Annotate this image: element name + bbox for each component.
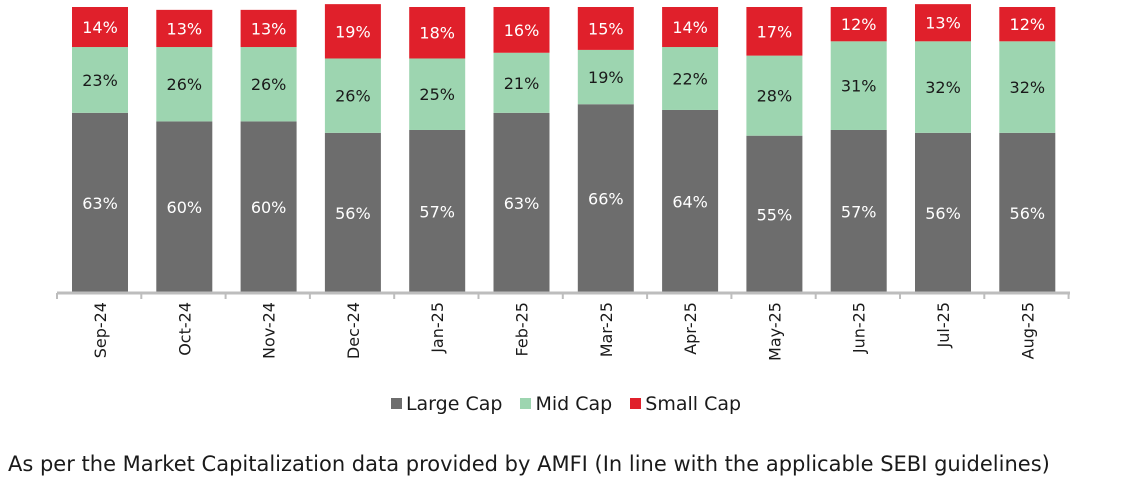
bars-layer: 63% 23% 14% 60% 26% 13% 60% 26% 13% 56% 26% 19% 57% 2… — [72, 4, 1056, 294]
data-label-large-cap-sep-24: 63% — [82, 194, 118, 213]
bar-large-cap-nov-24 — [240, 121, 297, 294]
data-label-small-cap-may-25: 17% — [757, 22, 793, 41]
data-label-small-cap-apr-25: 14% — [672, 18, 708, 37]
bar-small-cap-oct-24 — [156, 9, 213, 48]
data-label-mid-cap-feb-25: 21% — [504, 74, 540, 93]
data-label-mid-cap-mar-25: 19% — [588, 68, 624, 87]
data-label-large-cap-jun-25: 57% — [841, 202, 877, 221]
bar-large-cap-mar-25 — [577, 104, 634, 294]
data-label-small-cap-jan-25: 18% — [419, 24, 455, 43]
data-label-small-cap-jun-25: 12% — [841, 15, 877, 34]
bar-large-cap-oct-24 — [156, 121, 213, 294]
data-label-large-cap-jan-25: 57% — [419, 202, 455, 221]
x-tick-label-feb-25: Feb-25 — [513, 302, 532, 356]
x-tick-label-sep-24: Sep-24 — [91, 302, 110, 358]
data-label-large-cap-nov-24: 60% — [251, 198, 287, 217]
bar-mid-cap-jul-25 — [915, 41, 971, 133]
data-label-small-cap-dec-24: 19% — [335, 22, 371, 41]
bar-large-cap-dec-24 — [324, 132, 381, 293]
bar-mid-cap-jun-25 — [830, 41, 887, 130]
x-tick-label-apr-25: Apr-25 — [681, 302, 700, 355]
legend-item-mid-cap: Mid Cap — [520, 393, 612, 415]
legend-item-small-cap: Small Cap — [630, 393, 741, 415]
legend-item-large-cap: Large Cap — [390, 392, 503, 415]
bar-mid-cap-oct-24 — [156, 47, 213, 122]
x-tick-label-nov-24: Nov-24 — [260, 302, 279, 359]
data-label-large-cap-may-25: 55% — [757, 205, 793, 224]
footnote: As per the Market Capitalization data pr… — [8, 452, 1050, 476]
bar-small-cap-may-25 — [746, 7, 803, 56]
bar-mid-cap-jan-25 — [409, 58, 466, 130]
bar-small-cap-aug-25 — [999, 7, 1056, 42]
data-label-small-cap-feb-25: 16% — [504, 21, 540, 40]
bar-large-cap-aug-25 — [999, 132, 1056, 293]
data-label-mid-cap-nov-24: 26% — [251, 75, 287, 94]
x-tick-label-jan-25: Jan-25 — [428, 302, 447, 354]
data-label-large-cap-jul-25: 56% — [925, 204, 961, 223]
x-tick-label-may-25: May-25 — [765, 302, 784, 361]
bar-small-cap-dec-24 — [324, 4, 381, 59]
x-axis: Sep-24 Oct-24 Nov-24 Dec-24 Jan-25 Feb-25 Mar-… — [56, 291, 1070, 361]
data-label-large-cap-apr-25: 64% — [672, 192, 708, 211]
x-tick-label-aug-25: Aug-25 — [1018, 302, 1037, 359]
bar-large-cap-jan-25 — [409, 129, 466, 293]
data-label-large-cap-mar-25: 66% — [588, 190, 624, 209]
bar-small-cap-sep-24 — [72, 7, 128, 48]
bar-large-cap-jun-25 — [830, 129, 887, 293]
data-label-small-cap-nov-24: 13% — [251, 19, 287, 38]
bar-large-cap-feb-25 — [493, 112, 550, 293]
bar-large-cap-apr-25 — [662, 109, 719, 294]
data-label-mid-cap-oct-24: 26% — [167, 75, 203, 94]
x-tick-label-jul-25: Jul-25 — [934, 302, 953, 348]
legend-swatch-small-cap — [630, 398, 642, 409]
data-label-small-cap-jul-25: 13% — [925, 14, 961, 33]
data-label-large-cap-feb-25: 63% — [504, 194, 540, 213]
bar-small-cap-mar-25 — [577, 7, 634, 50]
data-label-mid-cap-jun-25: 31% — [841, 77, 877, 96]
bar-small-cap-nov-24 — [240, 9, 297, 48]
legend-swatch-mid-cap — [520, 398, 532, 409]
data-label-mid-cap-apr-25: 22% — [672, 70, 708, 89]
bar-mid-cap-mar-25 — [577, 49, 634, 105]
bar-large-cap-jul-25 — [915, 132, 971, 293]
data-label-small-cap-mar-25: 15% — [588, 19, 624, 38]
data-label-mid-cap-may-25: 28% — [757, 87, 793, 106]
x-tick-label-oct-24: Oct-24 — [175, 302, 194, 356]
legend: Large Cap Mid Cap Small Cap — [0, 392, 1132, 415]
bar-mid-cap-nov-24 — [240, 47, 297, 122]
data-label-mid-cap-jul-25: 32% — [925, 78, 961, 97]
bar-mid-cap-may-25 — [746, 55, 803, 136]
stacked-bar-chart: 63% 23% 14% 60% 26% 13% 60% 26% 13% 56% 26% 19% 57% 2… — [56, 4, 1070, 361]
bar-mid-cap-dec-24 — [324, 58, 381, 133]
bar-mid-cap-apr-25 — [662, 47, 719, 110]
legend-label-large-cap: Large Cap — [405, 392, 503, 415]
data-label-mid-cap-aug-25: 32% — [1010, 78, 1046, 97]
data-label-mid-cap-jan-25: 25% — [419, 85, 455, 104]
legend-swatch-large-cap — [390, 398, 402, 409]
bar-small-cap-feb-25 — [493, 7, 550, 53]
legend-label-small-cap: Small Cap — [645, 392, 742, 415]
bar-large-cap-may-25 — [746, 135, 803, 293]
data-label-mid-cap-dec-24: 26% — [335, 87, 371, 106]
data-label-mid-cap-sep-24: 23% — [82, 71, 118, 90]
x-tick-label-dec-24: Dec-24 — [344, 302, 363, 359]
x-tick-label-mar-25: Mar-25 — [597, 302, 616, 357]
data-label-small-cap-sep-24: 14% — [82, 18, 118, 37]
bar-small-cap-jan-25 — [409, 7, 466, 59]
data-label-large-cap-aug-25: 56% — [1010, 204, 1046, 223]
bar-large-cap-sep-24 — [72, 112, 128, 293]
bar-mid-cap-feb-25 — [493, 52, 550, 113]
data-label-small-cap-aug-25: 12% — [1010, 15, 1046, 34]
data-label-large-cap-dec-24: 56% — [335, 204, 371, 223]
bar-small-cap-apr-25 — [662, 7, 719, 48]
bar-small-cap-jul-25 — [915, 4, 971, 42]
bar-mid-cap-sep-24 — [72, 47, 128, 113]
bar-small-cap-jun-25 — [830, 7, 887, 42]
legend-label-mid-cap: Mid Cap — [535, 392, 613, 415]
x-tick-label-jun-25: Jun-25 — [850, 302, 869, 354]
bar-mid-cap-aug-25 — [999, 41, 1056, 133]
data-label-small-cap-oct-24: 13% — [167, 19, 203, 38]
data-label-large-cap-oct-24: 60% — [167, 198, 203, 217]
